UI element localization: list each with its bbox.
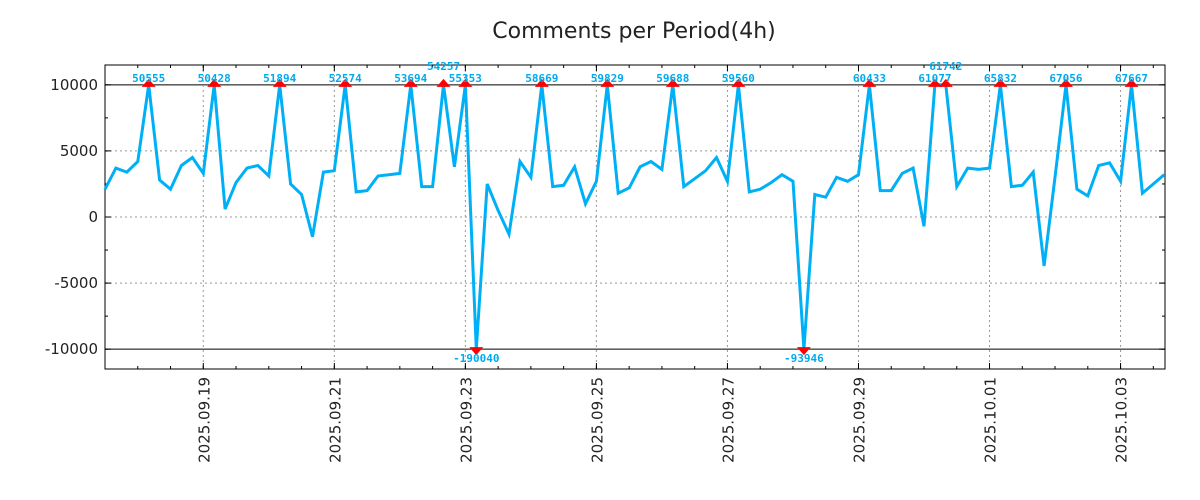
data-label: -190040 xyxy=(453,352,499,365)
y-tick-label: -5000 xyxy=(54,274,98,292)
data-label: 50555 xyxy=(132,72,165,85)
y-tick-label: 10000 xyxy=(50,76,98,94)
clipped-point-marker xyxy=(665,78,680,87)
data-label: 54257 xyxy=(427,60,460,73)
chart-title: Comments per Period(4h) xyxy=(492,19,776,44)
y-tick-label: 5000 xyxy=(60,142,98,160)
clipped-point-marker xyxy=(207,78,222,87)
x-tick-label: 2025.10.01 xyxy=(982,377,1000,463)
data-label: 50428 xyxy=(198,72,231,85)
data-label: 59688 xyxy=(656,72,689,85)
x-tick-label: 2025.09.27 xyxy=(719,377,737,463)
clipped-point-marker xyxy=(731,78,746,87)
clipped-point-marker xyxy=(338,78,353,87)
clipped-point-marker xyxy=(796,347,811,356)
y-tick-label: 0 xyxy=(88,208,98,226)
clipped-point-marker xyxy=(141,78,156,87)
data-label: 53694 xyxy=(394,72,427,85)
clipped-point-marker xyxy=(927,78,942,87)
data-label: 67056 xyxy=(1049,72,1082,85)
clipped-point-marker xyxy=(403,78,418,87)
grid xyxy=(105,65,1165,369)
series-comments xyxy=(103,78,1166,356)
clipped-point-marker xyxy=(862,78,877,87)
clipped-point-marker xyxy=(993,78,1008,87)
x-tick-label: 2025.09.23 xyxy=(457,377,475,463)
data-label: 55353 xyxy=(449,72,482,85)
data-label: 61742 xyxy=(929,60,962,73)
series-line xyxy=(103,83,1166,350)
data-label: 65832 xyxy=(984,72,1017,85)
x-tick-label: 2025.09.21 xyxy=(326,377,344,463)
data-label: 58669 xyxy=(525,72,558,85)
clipped-point-marker xyxy=(469,347,484,356)
clipped-point-marker xyxy=(534,78,549,87)
y-tick-label: -10000 xyxy=(45,340,98,358)
data-label: 52574 xyxy=(329,72,362,85)
clipped-point-marker xyxy=(938,78,953,87)
data-label: 61077 xyxy=(918,72,951,85)
data-label: 59560 xyxy=(722,72,755,85)
clipped-point-marker xyxy=(436,78,451,87)
clipped-point-marker xyxy=(600,78,615,87)
clipped-point-marker xyxy=(1124,78,1139,87)
x-tick-label: 2025.09.25 xyxy=(588,377,606,463)
data-label: 67667 xyxy=(1115,72,1148,85)
x-tick-label: 2025.09.19 xyxy=(195,377,213,463)
axes: -10000 -5000 0 5000 10000 2025.09.19 2025.09.2… xyxy=(45,64,1166,463)
plot-frame xyxy=(104,64,1166,370)
data-label: 60433 xyxy=(853,72,886,85)
clipped-point-marker xyxy=(272,78,287,87)
data-label: 59829 xyxy=(591,72,624,85)
data-label: 51894 xyxy=(263,72,296,85)
clipped-point-marker xyxy=(1058,78,1073,87)
x-tick-label: 2025.09.29 xyxy=(850,377,868,463)
x-tick-label: 2025.10.03 xyxy=(1113,377,1131,463)
clipped-point-marker xyxy=(458,78,473,87)
data-label: -93946 xyxy=(784,352,824,365)
